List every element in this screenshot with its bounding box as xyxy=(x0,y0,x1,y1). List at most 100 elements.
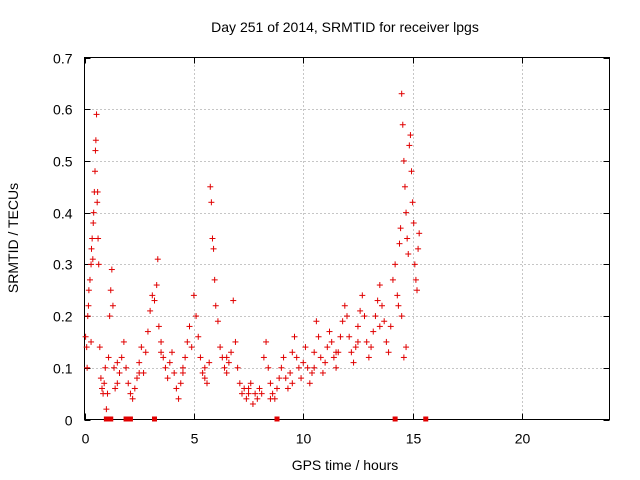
data-point xyxy=(158,338,165,345)
data-point xyxy=(142,349,149,356)
data-point xyxy=(287,369,294,376)
data-point xyxy=(405,251,412,258)
chart-title: Day 251 of 2014, SRMTID for receiver lpg… xyxy=(211,19,479,35)
data-point xyxy=(127,390,134,397)
x-axis-title: GPS time / hours xyxy=(292,457,399,473)
data-point xyxy=(88,261,95,268)
data-point xyxy=(186,323,193,330)
data-point xyxy=(245,385,252,392)
data-point xyxy=(295,364,302,371)
data-point xyxy=(158,349,165,356)
data-point xyxy=(89,256,96,263)
data-point xyxy=(370,328,377,335)
data-point xyxy=(151,297,158,304)
y-tick-label: 0 xyxy=(65,413,73,429)
data-point xyxy=(230,297,237,304)
data-point xyxy=(330,354,337,361)
data-point xyxy=(129,395,136,402)
x-tick-label: 0 xyxy=(82,431,90,447)
data-point xyxy=(397,225,404,232)
data-point xyxy=(86,276,93,283)
data-point xyxy=(406,142,413,149)
data-point xyxy=(415,245,422,252)
data-point xyxy=(403,209,410,216)
zero-point xyxy=(123,416,129,422)
data-point xyxy=(162,364,169,371)
data-point xyxy=(409,199,416,206)
data-point xyxy=(404,235,411,242)
data-point xyxy=(315,333,322,340)
data-point xyxy=(289,380,296,387)
data-point xyxy=(395,302,402,309)
data-point xyxy=(134,375,140,382)
data-point xyxy=(298,375,305,382)
data-point xyxy=(210,245,217,252)
zero-point xyxy=(108,416,114,422)
data-point xyxy=(300,359,307,366)
data-point xyxy=(190,292,197,299)
data-point xyxy=(92,137,99,144)
data-point xyxy=(228,349,235,356)
data-point xyxy=(387,323,394,330)
data-point xyxy=(337,333,344,340)
data-point xyxy=(260,354,267,361)
data-point xyxy=(399,121,406,128)
data-point xyxy=(92,168,98,175)
data-point xyxy=(396,240,403,247)
zero-point xyxy=(103,416,109,422)
data-point xyxy=(324,344,331,351)
data-point xyxy=(243,395,250,402)
data-point xyxy=(374,297,381,304)
data-point xyxy=(82,333,89,340)
data-point xyxy=(400,354,407,361)
data-point xyxy=(333,349,340,356)
data-point xyxy=(136,369,143,376)
data-point xyxy=(208,199,215,206)
y-tick-label: 0.1 xyxy=(53,361,73,377)
data-point xyxy=(93,111,100,118)
y-tick-label: 0.4 xyxy=(53,206,73,222)
data-point xyxy=(193,313,200,320)
data-point xyxy=(114,380,121,387)
data-point xyxy=(199,369,206,376)
data-point xyxy=(217,344,224,351)
data-point xyxy=(138,344,145,351)
data-point xyxy=(223,369,230,376)
data-point xyxy=(179,369,186,376)
data-point xyxy=(381,318,388,325)
data-point xyxy=(398,90,405,97)
y-tick-label: 0.2 xyxy=(53,309,73,325)
data-point xyxy=(169,349,175,356)
data-point xyxy=(209,235,216,242)
data-point xyxy=(182,354,189,361)
data-point xyxy=(179,364,186,371)
data-point xyxy=(239,390,245,397)
data-point xyxy=(131,385,138,392)
data-point xyxy=(339,318,346,325)
data-point xyxy=(376,282,383,289)
data-point xyxy=(164,375,171,382)
data-point xyxy=(89,235,96,242)
data-point xyxy=(155,323,162,330)
x-tick-label: 20 xyxy=(515,431,531,447)
data-points xyxy=(82,90,429,422)
data-point xyxy=(276,375,283,382)
data-point xyxy=(322,359,329,366)
data-point xyxy=(94,199,101,206)
data-point xyxy=(354,323,361,330)
data-point xyxy=(379,302,385,309)
x-tick-label: 10 xyxy=(296,431,312,447)
data-point xyxy=(278,364,285,371)
data-point xyxy=(416,230,423,237)
data-point xyxy=(365,354,372,361)
data-point xyxy=(153,282,160,289)
plot-frame xyxy=(84,57,610,420)
data-point xyxy=(392,261,399,268)
data-point xyxy=(245,390,252,397)
data-point xyxy=(94,188,101,195)
data-point xyxy=(267,380,274,387)
data-point xyxy=(108,266,115,273)
data-point xyxy=(88,338,95,345)
data-point xyxy=(109,302,116,309)
